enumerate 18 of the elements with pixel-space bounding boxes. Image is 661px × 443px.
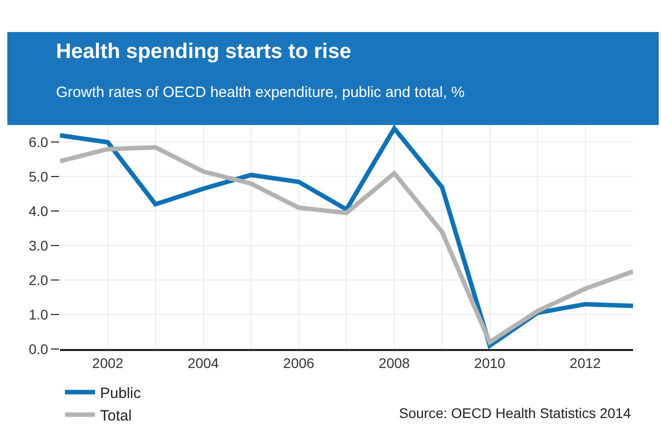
y-tick-label: 1.0 (28, 306, 48, 322)
x-tick-label: 2004 (188, 354, 220, 371)
legend-label: Public (100, 384, 142, 402)
chart-title: Health spending starts to rise (56, 40, 352, 63)
y-tick-label: 6.0 (28, 134, 48, 150)
source-note: Source: OECD Health Statistics 2014 (399, 405, 632, 421)
x-tick-label: 2010 (474, 354, 506, 371)
x-tick-label: 2002 (92, 354, 124, 371)
y-tick-label: 2.0 (28, 272, 48, 288)
chart-subtitle: Growth rates of OECD health expenditure, public and total, % (56, 84, 465, 101)
y-tick-label: 5.0 (28, 168, 48, 185)
y-tick-label: 3.0 (28, 238, 48, 254)
x-tick-label: 2008 (378, 354, 410, 371)
y-tick-label: 0.0 (28, 340, 48, 357)
y-tick-label: 4.0 (28, 203, 48, 220)
x-tick-label: 2006 (283, 354, 315, 371)
legend-label: Total (100, 407, 132, 424)
x-tick-label: 2012 (570, 354, 602, 371)
